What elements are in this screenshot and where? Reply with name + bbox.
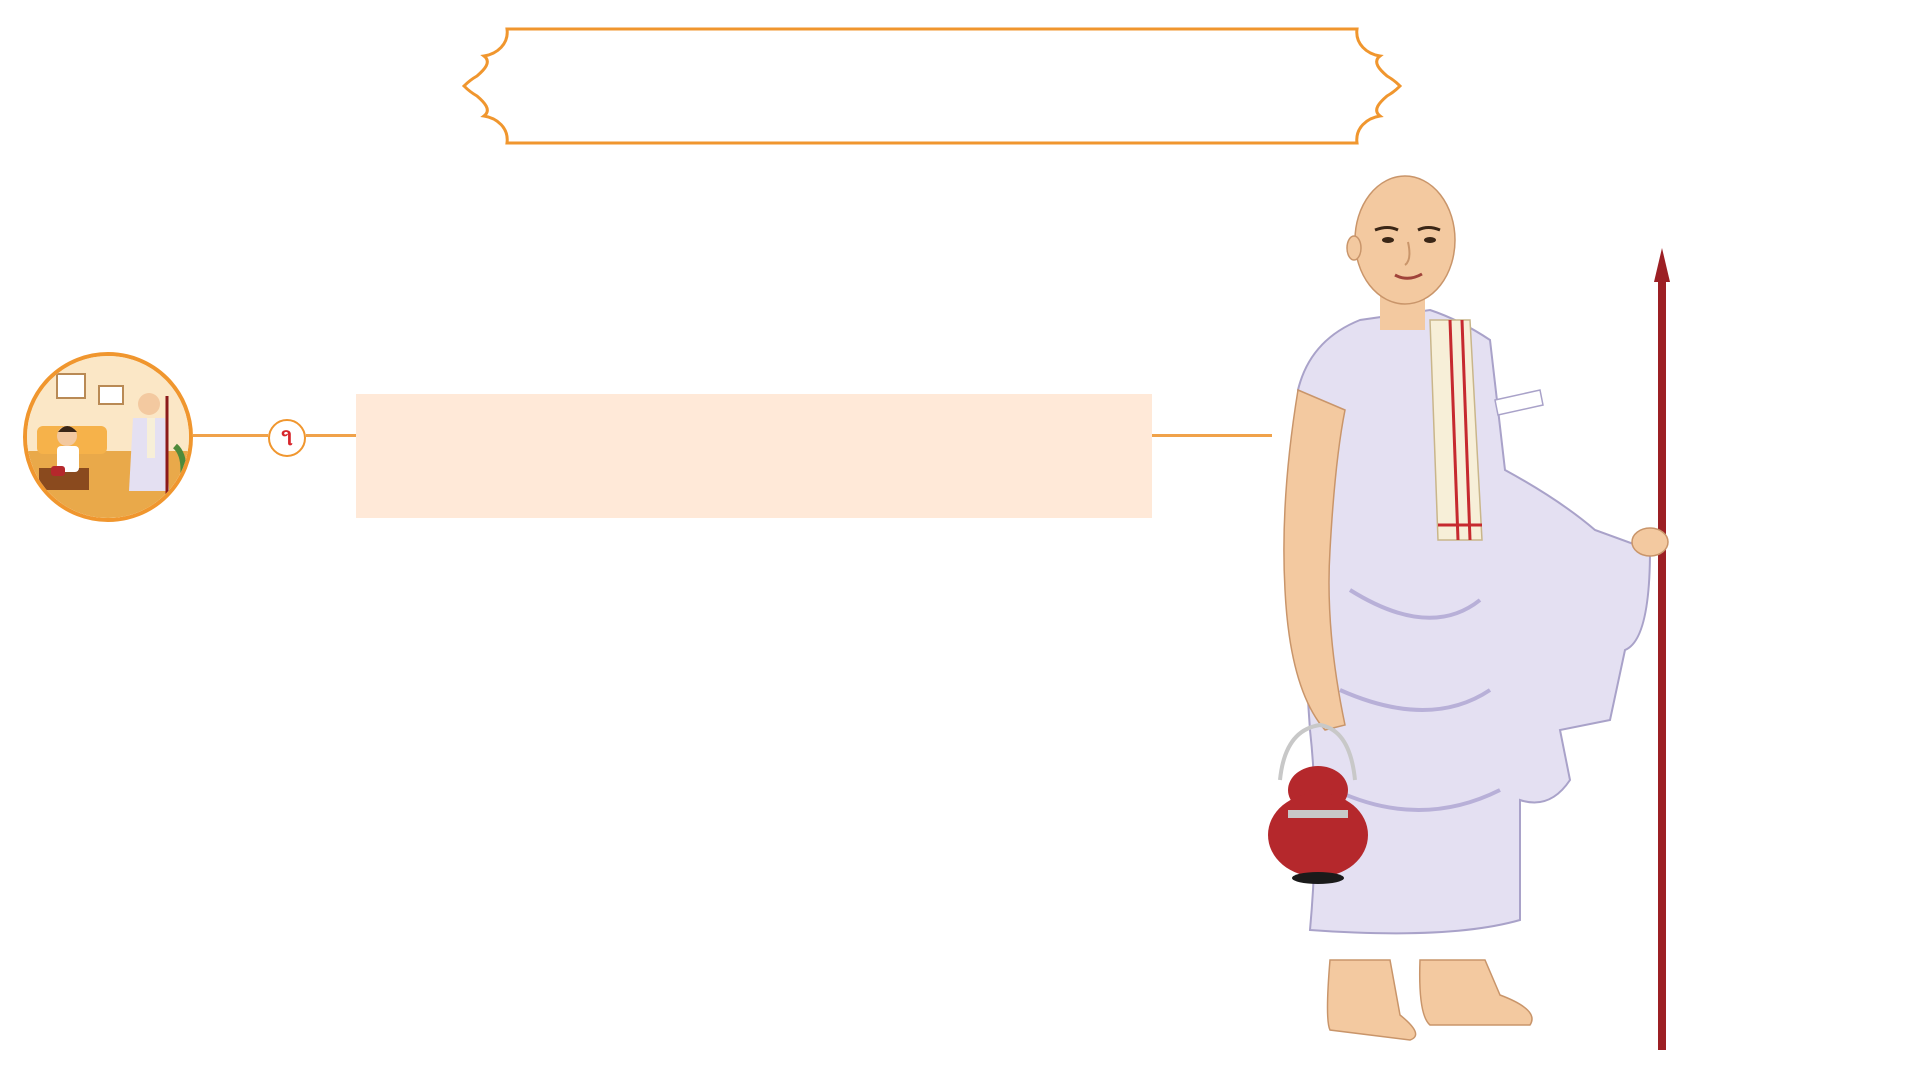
- scene-thumbnail-icon: [27, 356, 189, 518]
- scene-thumbnail[interactable]: [23, 352, 193, 522]
- title-frame: [462, 26, 1402, 146]
- step-caption-box: [356, 394, 1152, 518]
- connector-line-middle: [306, 434, 356, 437]
- monk-figure: [1250, 170, 1710, 1060]
- title-frame-border-icon: [462, 27, 1402, 145]
- step-number-badge: ૧: [268, 419, 306, 457]
- connector-line-right: [1152, 434, 1272, 437]
- connector-line-left: [193, 434, 268, 437]
- monk-figure-icon: [1268, 175, 1670, 1050]
- page-title: [522, 26, 1342, 146]
